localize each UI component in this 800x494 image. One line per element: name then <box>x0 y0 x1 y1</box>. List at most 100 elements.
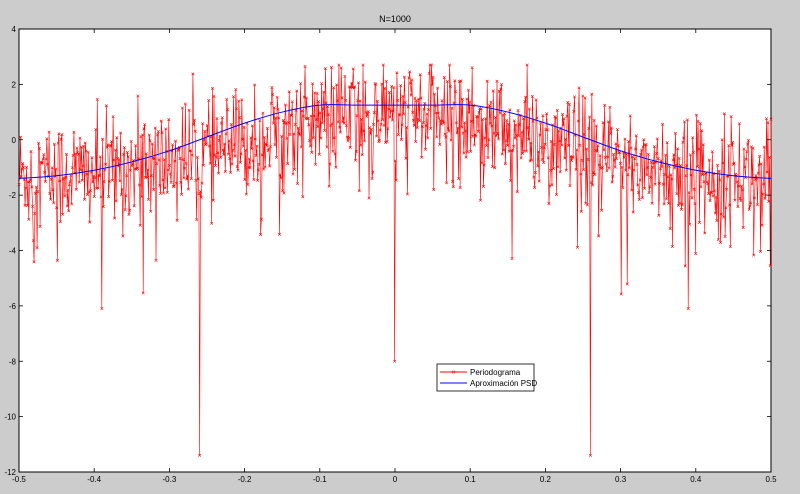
periodogram-point <box>254 154 258 158</box>
periodogram-point <box>65 204 69 208</box>
periodogram-point <box>173 159 177 163</box>
periodogram-point <box>296 182 300 186</box>
periodogram-point <box>363 139 367 143</box>
periodogram-point <box>423 101 427 105</box>
periodogram-point <box>369 128 373 132</box>
periodogram-point <box>622 156 626 160</box>
periodogram-point <box>512 119 516 123</box>
periodogram-point <box>207 98 211 102</box>
periodogram-point <box>509 179 513 183</box>
periodogram-point <box>500 82 504 87</box>
periodogram-point <box>624 168 628 172</box>
y-tick-label: 2 <box>12 80 17 89</box>
periodogram-point <box>587 126 591 130</box>
periodogram-point <box>536 164 540 168</box>
periodogram-point <box>460 97 464 101</box>
periodogram-point <box>488 121 492 125</box>
periodogram-point <box>95 97 99 101</box>
periodogram-point <box>230 162 234 166</box>
periodogram-point <box>653 182 657 186</box>
periodogram-point <box>77 180 81 184</box>
periodogram-point <box>625 282 629 286</box>
periodogram-point <box>489 100 493 104</box>
periodogram-point <box>763 196 767 200</box>
periodogram-point <box>755 203 759 207</box>
periodogram-point <box>125 174 129 178</box>
periodogram-point <box>627 166 631 170</box>
periodogram-point <box>31 204 35 208</box>
periodogram-point <box>213 163 217 168</box>
periodogram-point <box>527 107 531 111</box>
x-tick-label: 0.3 <box>615 475 627 484</box>
periodogram-point <box>731 140 735 144</box>
periodogram-point <box>287 90 291 94</box>
periodogram-point <box>510 257 514 261</box>
periodogram-point <box>456 126 460 130</box>
periodogram-point <box>767 199 771 203</box>
periodogram-point <box>255 144 259 148</box>
periodogram-point <box>590 92 594 96</box>
periodogram-point <box>412 123 416 127</box>
periodogram-point <box>182 176 186 180</box>
periodogram-point <box>630 188 634 192</box>
periodogram-point <box>601 121 605 125</box>
periodogram-point <box>693 202 697 206</box>
periodogram-point <box>140 133 144 137</box>
periodogram-point <box>764 117 768 121</box>
periodogram-point <box>592 118 596 122</box>
periodogram-point <box>526 126 530 130</box>
periodogram-point <box>179 180 183 184</box>
periodogram-point <box>589 181 593 185</box>
series-layer <box>17 63 773 457</box>
periodogram-point <box>521 151 525 155</box>
periodogram-point <box>171 143 175 147</box>
periodogram-point <box>256 178 260 182</box>
periodogram-point <box>155 162 159 166</box>
periodogram-point <box>518 123 522 127</box>
periodogram-point <box>146 168 150 172</box>
periodogram-point <box>754 174 758 178</box>
periodogram-point <box>380 82 384 86</box>
periodogram-point <box>646 166 650 170</box>
periodogram-point <box>681 140 685 144</box>
periodogram-point <box>366 110 370 114</box>
periodogram-point <box>433 92 437 96</box>
periodogram-point <box>113 216 117 220</box>
periodogram-point <box>450 106 454 110</box>
periodogram-point <box>64 152 68 156</box>
periodogram-point <box>506 122 510 126</box>
periodogram-point <box>369 132 373 136</box>
periodogram-point <box>481 117 485 121</box>
periodogram-point <box>609 126 613 130</box>
periodogram-point <box>277 232 281 236</box>
periodogram-point <box>408 70 412 74</box>
periodogram-point <box>411 118 415 122</box>
periodogram-point <box>482 163 486 167</box>
periodogram-point <box>713 211 717 215</box>
periodogram-point <box>92 195 96 199</box>
periodogram-point <box>393 359 397 363</box>
periodogram-point <box>116 156 120 160</box>
periodogram-point <box>644 143 648 147</box>
periodogram-point <box>289 114 294 118</box>
periodogram-point <box>30 185 34 189</box>
periodogram-point <box>393 159 397 163</box>
periodogram-point <box>286 162 290 166</box>
periodogram-point <box>278 173 282 177</box>
periodogram-point <box>577 86 581 90</box>
periodogram-point <box>572 109 576 113</box>
periodogram-point <box>175 218 179 222</box>
periodogram-point <box>402 75 406 79</box>
periodogram-point <box>323 67 327 71</box>
periodogram-point <box>610 180 614 184</box>
periodogram-point <box>326 113 330 117</box>
periodogram-point <box>248 166 252 170</box>
periodogram-point <box>498 111 502 115</box>
periodogram-point <box>144 152 148 156</box>
periodogram-point <box>730 143 734 147</box>
periodogram-point <box>418 73 422 77</box>
periodogram-point <box>157 158 161 162</box>
y-tick-label: -10 <box>4 413 16 422</box>
periodogram-point <box>405 192 409 196</box>
periodogram-point <box>417 97 421 101</box>
